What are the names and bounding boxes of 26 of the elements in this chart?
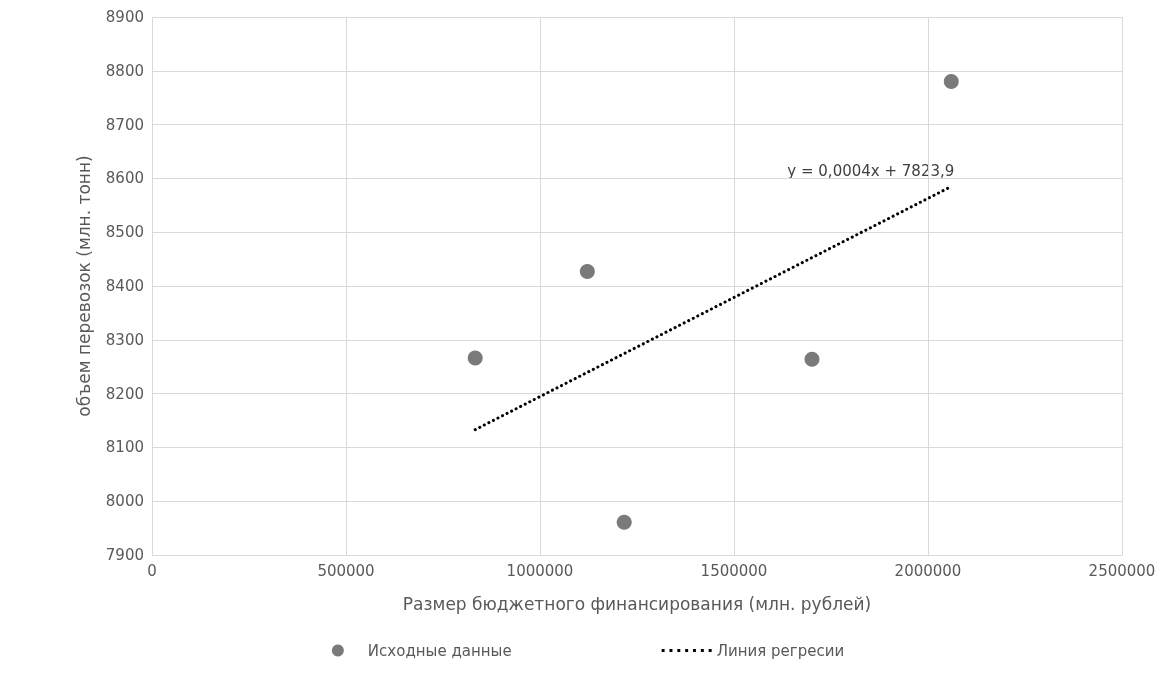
point <box>616 514 632 530</box>
y-tick-label: 8000 <box>105 492 144 511</box>
point <box>579 263 595 279</box>
x-tick-label: 2000000 <box>894 561 962 580</box>
point <box>943 74 959 90</box>
y-tick-label: 8400 <box>105 277 144 295</box>
y-axis-title: объем перевозок (млн. тонн) <box>73 155 94 417</box>
y-tick-label: 8600 <box>105 169 144 188</box>
x-tick-label: 1500000 <box>700 561 768 580</box>
legend-label: Исходные данные <box>367 641 512 660</box>
y-tick-label: 8900 <box>105 8 144 26</box>
y-tick-label: 8800 <box>105 61 144 80</box>
point <box>467 350 483 366</box>
y-tick-label: 8200 <box>105 384 144 403</box>
y-tick-label: 8700 <box>105 115 144 134</box>
y-tick-label: 8500 <box>105 223 144 242</box>
x-axis-title: Размер бюджетного финансирования (млн. рублей) <box>402 593 872 614</box>
y-tick-label: 8100 <box>105 438 144 457</box>
point <box>804 351 820 367</box>
x-tick-label: 2500000 <box>1088 561 1156 580</box>
y-tick-label: 8300 <box>105 330 144 349</box>
y-tick-label: 7900 <box>105 546 144 564</box>
x-tick-label: 500000 <box>317 561 375 580</box>
legend-label: Линия регресии <box>716 641 845 660</box>
x-tick-label: 1000000 <box>506 561 574 580</box>
x-tick-label: 0 <box>147 561 157 580</box>
